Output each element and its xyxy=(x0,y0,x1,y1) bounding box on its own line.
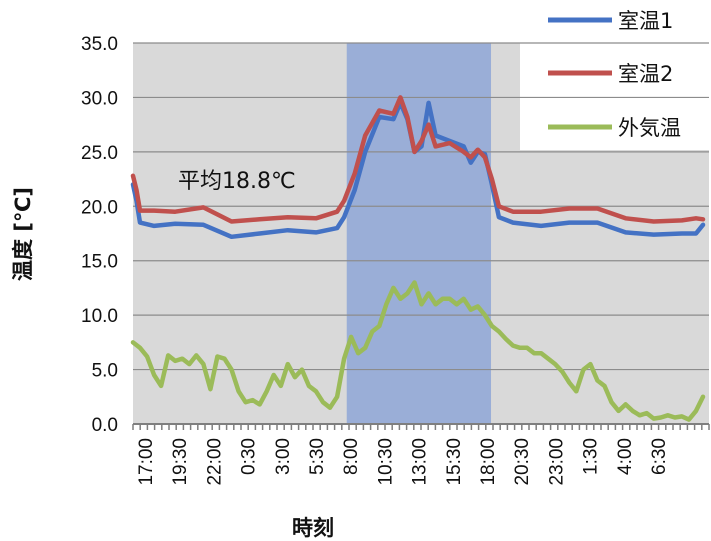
legend-label: 室温1 xyxy=(618,9,673,33)
x-tick-label: 0:30 xyxy=(239,438,260,475)
x-tick-label: 13:00 xyxy=(410,438,431,486)
legend-label: 外気温 xyxy=(618,116,681,140)
x-tick-label: 4:00 xyxy=(615,438,636,475)
x-tick-label: 5:30 xyxy=(307,438,328,475)
x-axis-label: 時刻 xyxy=(292,516,334,540)
x-tick-label: 8:00 xyxy=(341,438,362,475)
x-tick-label: 3:00 xyxy=(273,438,294,475)
x-tick-label: 6:30 xyxy=(649,438,670,475)
y-tick-label: 10.0 xyxy=(81,306,118,327)
y-tick-label: 30.0 xyxy=(81,88,118,109)
y-tick-label: 25.0 xyxy=(81,143,118,164)
y-tick-label: 5.0 xyxy=(92,361,118,382)
x-tick-label: 20:30 xyxy=(512,438,533,486)
x-tick-label: 22:00 xyxy=(204,438,225,486)
y-tick-label: 0.0 xyxy=(92,415,118,436)
highlight-band-layer xyxy=(346,43,492,424)
x-tick-label: 23:00 xyxy=(546,438,567,486)
y-tick-label: 35.0 xyxy=(81,34,118,55)
y-axis-label: 温度 [℃] xyxy=(11,187,35,281)
y-tick-label: 15.0 xyxy=(81,252,118,273)
series-line-室温2 xyxy=(130,95,706,224)
x-tick-label: 18:00 xyxy=(478,438,499,486)
x-tick-label: 1:30 xyxy=(581,438,602,475)
series-line-外気温 xyxy=(130,280,706,422)
legend-label: 室温2 xyxy=(618,62,673,86)
series-layer xyxy=(130,95,706,422)
x-tick-label: 10:30 xyxy=(375,438,396,486)
average-annotation: 平均18.8℃ xyxy=(178,169,296,194)
x-tick-label: 19:30 xyxy=(170,438,191,486)
axis-layer: 0.0 5.0 10.0 15.0 20.0 25.0 30.0 35.0 17:00 19:30… xyxy=(81,34,710,486)
y-tick-label: 20.0 xyxy=(81,197,118,218)
legend: 室温1 室温2 外気温 xyxy=(548,9,681,140)
x-tick-label: 17:00 xyxy=(136,438,157,486)
highlight-band xyxy=(346,43,492,424)
x-tick-label: 15:30 xyxy=(444,438,465,486)
